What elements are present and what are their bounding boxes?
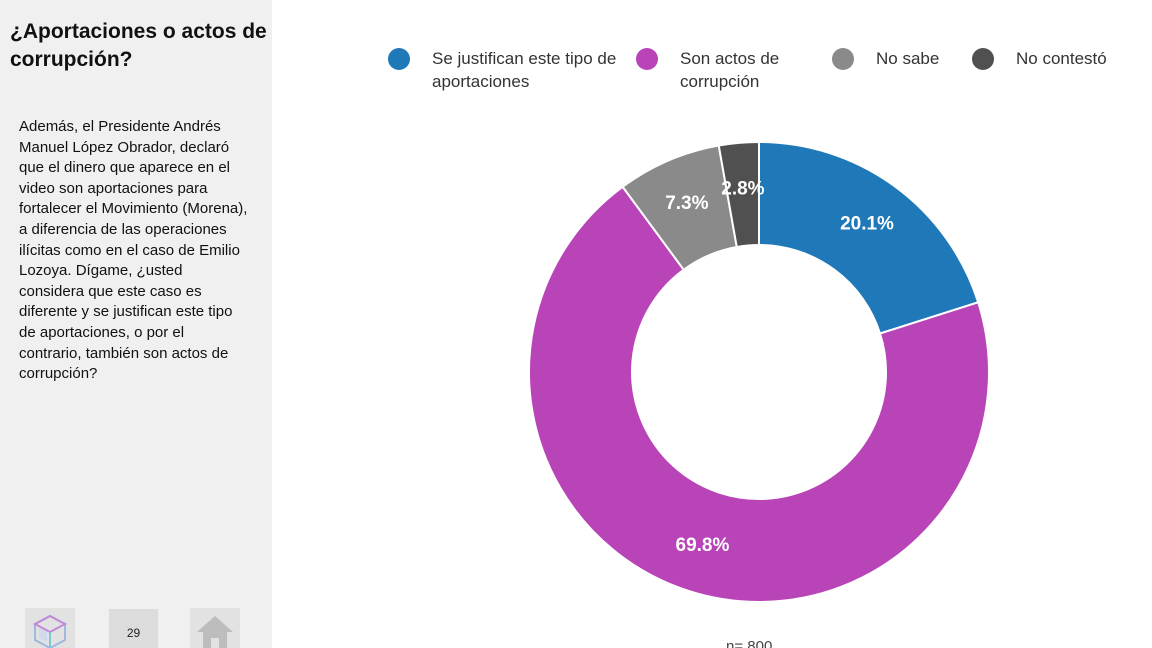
slice-value-label: 7.3%: [665, 193, 708, 214]
legend-swatch: [636, 48, 658, 70]
slice-value-label: 2.8%: [721, 179, 764, 200]
legend-swatch: [388, 48, 410, 70]
legend-label: No sabe: [876, 49, 940, 68]
slice-justifican: [758, 140, 980, 335]
slide-title: ¿Aportaciones o actos de corrupción?: [10, 20, 267, 71]
slice-value-label: 20.1%: [840, 213, 894, 234]
sidebar: ¿Aportaciones o actos de corrupción? Ade…: [0, 0, 272, 648]
cube-logo-icon[interactable]: [25, 608, 75, 648]
page-number: 29: [109, 609, 158, 648]
home-icon[interactable]: [190, 608, 240, 648]
slice-corrupcion: [528, 185, 990, 603]
legend-swatch: [832, 48, 854, 70]
legend-label: Son actos de corrupción: [680, 49, 780, 91]
sample-size-note: n= 800: [726, 638, 773, 648]
chart-legend: Se justifican este tipo de aportaciones …: [388, 45, 1148, 105]
slice-value-label: 69.8%: [676, 535, 730, 556]
legend-swatch: [972, 48, 994, 70]
legend-label: Se justifican este tipo de aportaciones: [432, 49, 617, 91]
question-text: Además, el Presidente Andrés Manuel Lópe…: [19, 118, 248, 383]
legend-label: No contestó: [1016, 49, 1107, 68]
slice-no-contesto: [717, 140, 760, 249]
